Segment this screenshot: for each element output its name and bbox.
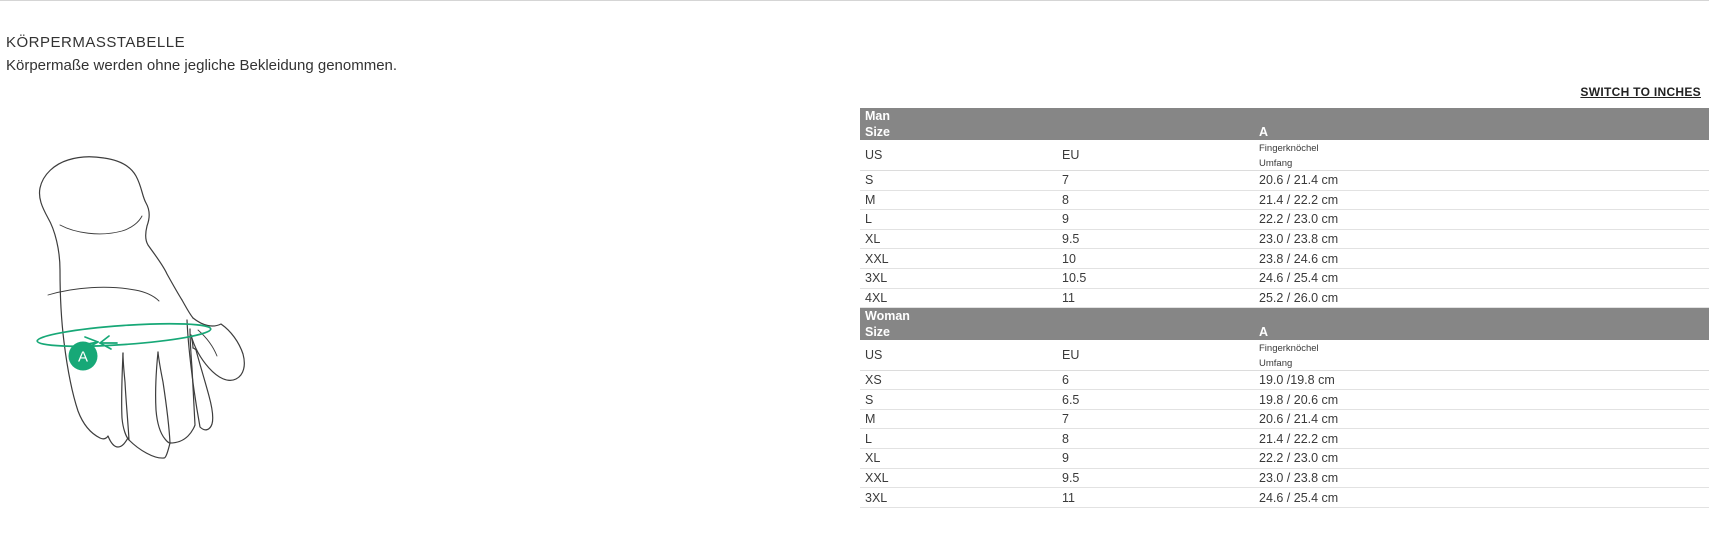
svg-text:A: A bbox=[78, 349, 88, 366]
